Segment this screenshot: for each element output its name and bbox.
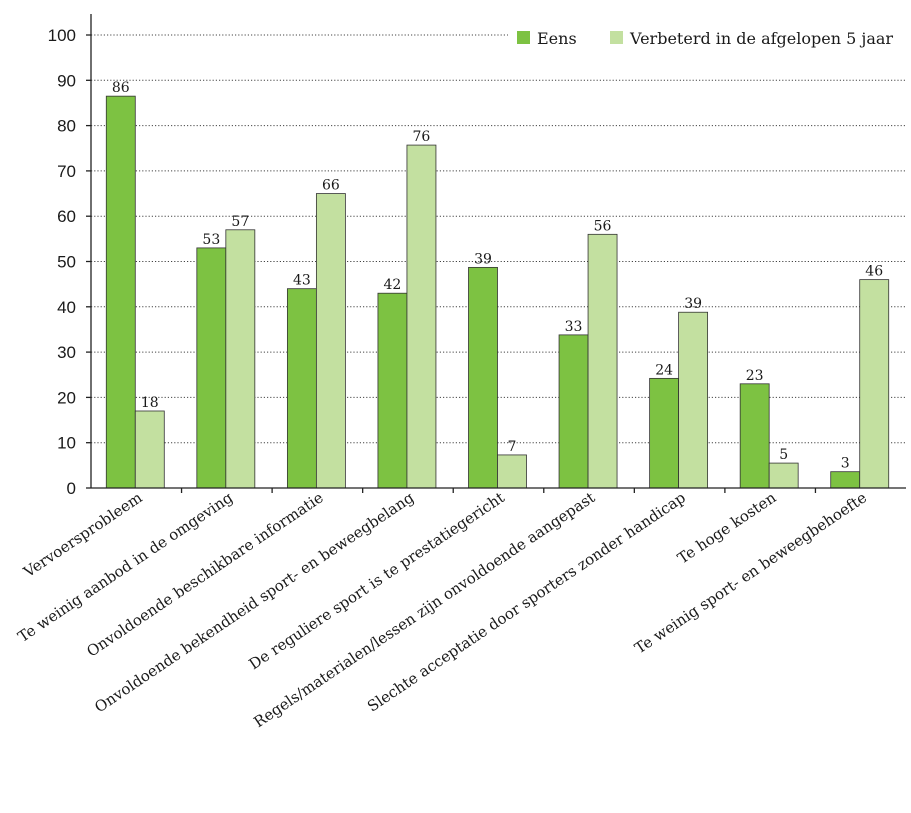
data-label: 86 — [112, 80, 130, 96]
data-label: 33 — [565, 319, 583, 335]
data-label: 3 — [841, 456, 850, 472]
legend-swatch-eens — [517, 31, 530, 44]
axes — [90, 14, 906, 489]
bar-verbeterd — [859, 279, 890, 489]
bar-eens — [739, 383, 770, 489]
bar-verbeterd — [134, 410, 165, 489]
category-label: Onvoldoende bekendheid sport- en beweegb… — [91, 488, 417, 716]
data-label: 57 — [231, 214, 249, 230]
data-label: 53 — [202, 232, 220, 248]
legend-swatch-verbeterd — [610, 31, 623, 44]
bar-eens — [377, 292, 408, 489]
bar-eens — [196, 247, 227, 489]
category-label: Slechte acceptatie door sporters zonder … — [364, 488, 689, 715]
data-label: 7 — [508, 439, 517, 455]
data-label: 39 — [684, 296, 702, 312]
y-axis-ticks: 0 10 20 30 40 50 60 70 80 90 100 — [48, 26, 91, 498]
y-tick-label: 20 — [57, 388, 76, 407]
bar-verbeterd — [315, 193, 346, 489]
data-label: 5 — [779, 447, 788, 463]
y-tick-label: 100 — [48, 26, 76, 45]
bar-verbeterd — [587, 233, 618, 489]
data-label: 39 — [474, 251, 492, 267]
bar-eens — [830, 471, 861, 489]
data-label: 24 — [655, 362, 673, 378]
y-tick-label: 60 — [57, 207, 76, 226]
y-tick-label: 80 — [57, 117, 76, 136]
category-label: Regels/materialen/lessen zijn onvoldoend… — [250, 488, 598, 731]
bar-eens — [286, 288, 317, 489]
y-tick-label: 90 — [57, 71, 76, 90]
data-label: 56 — [594, 218, 612, 234]
y-tick-label: 30 — [57, 343, 76, 362]
y-tick-label: 50 — [57, 253, 76, 272]
y-tick-label: 70 — [57, 162, 76, 181]
bar-eens — [468, 266, 498, 489]
legend: Eens Verbeterd in de afgelopen 5 jaar — [508, 16, 906, 56]
gridlines — [91, 34, 906, 444]
bar-verbeterd — [225, 229, 256, 489]
data-label: 18 — [141, 395, 159, 411]
data-label: 42 — [384, 277, 402, 293]
y-tick-label: 0 — [67, 479, 76, 498]
data-label: 43 — [293, 273, 311, 289]
bar-eens — [649, 377, 680, 489]
y-tick-label: 40 — [57, 298, 76, 317]
bar-eens — [105, 95, 136, 489]
data-label: 23 — [746, 368, 764, 384]
bar-verbeterd — [497, 454, 527, 489]
data-label: 76 — [413, 129, 431, 145]
bar-eens — [558, 334, 589, 489]
bar-verbeterd — [406, 144, 437, 489]
data-label: 66 — [322, 178, 340, 194]
bar-verbeterd — [678, 311, 709, 489]
y-tick-label: 10 — [57, 434, 76, 453]
bar-verbeterd — [768, 462, 799, 489]
legend-label-verbeterd: Verbeterd in de afgelopen 5 jaar — [629, 29, 893, 48]
legend-label-eens: Eens — [537, 29, 577, 48]
data-label: 46 — [865, 264, 883, 280]
